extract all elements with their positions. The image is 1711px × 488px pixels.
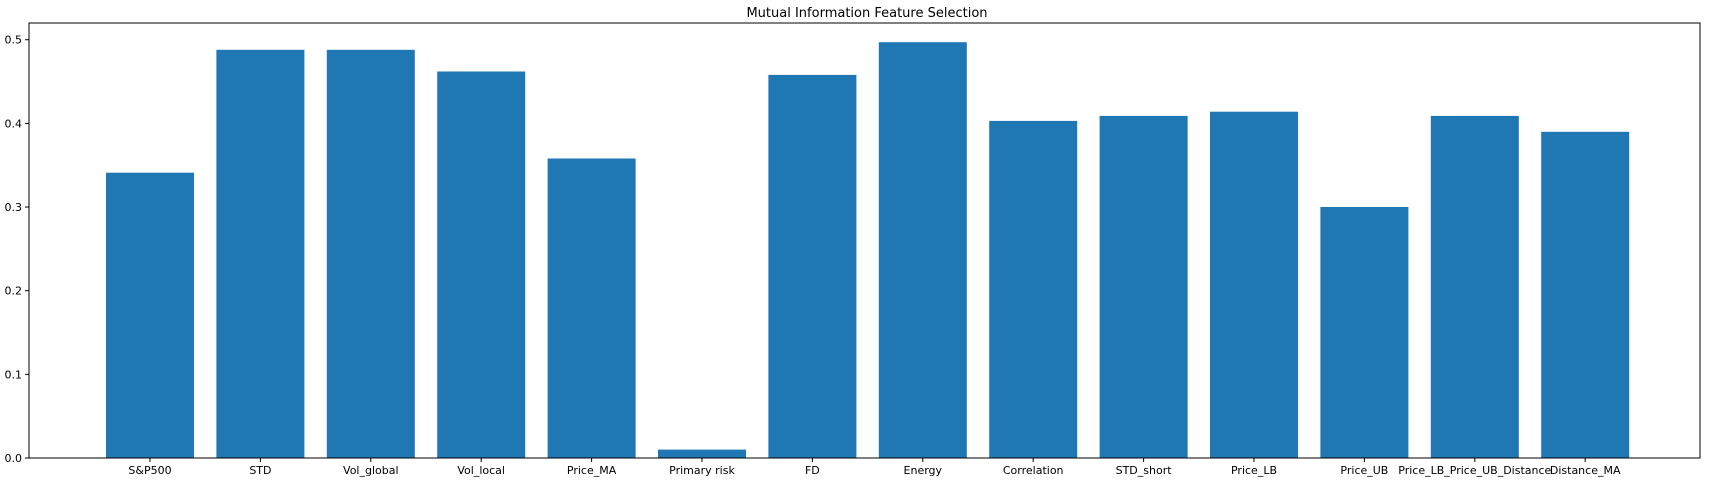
y-tick-label: 0.3 [5,201,23,214]
bar-std [216,49,305,459]
axes-frame [28,22,1701,459]
bar-fd [768,74,857,459]
bar-correlation [989,120,1078,459]
bar-distance-ma [1541,131,1630,459]
x-tick-label: Primary risk [669,464,735,477]
bar-std-short [1099,115,1188,459]
x-tick-label: S&P500 [128,464,171,477]
bar-vol-global [326,49,415,459]
x-tick-label: Energy [904,464,943,477]
x-tick-label: Price_LB_Price_UB_Distance [1398,464,1551,477]
bar-energy [878,42,967,458]
chart-title: Mutual Information Feature Selection [746,6,987,21]
bar-price-ma [547,158,636,458]
bar-vol-local [437,71,526,458]
x-tick-label: Vol_global [343,464,399,477]
bar-s-p500 [106,172,194,458]
y-tick-label: 0.4 [5,117,23,130]
x-tick-label: Price_MA [567,464,617,477]
plot-area: S&P500 STD Vol_global Vol_local Price_MA Prim… [5,22,1701,477]
x-tick-label: Price_UB [1340,464,1388,477]
y-tick-label: 0.0 [5,452,23,465]
x-tick-label: Price_LB [1231,464,1277,477]
bar-price-lb-price-ub-distance [1430,115,1519,459]
x-tick-label: STD [249,464,271,477]
x-tick-label: Vol_local [457,464,505,477]
x-tick-label: STD_short [1116,464,1173,477]
bar-primary-risk [658,449,746,458]
x-tick-label: Correlation [1003,464,1064,477]
x-tick-label: FD [805,464,820,477]
x-tick-label: Distance_MA [1550,464,1621,477]
bar-price-ub [1320,207,1409,458]
y-tick-label: 0.2 [5,285,23,298]
y-tick-label: 0.5 [5,34,23,47]
bar-price-lb [1210,111,1298,458]
y-tick-label: 0.1 [5,368,23,381]
